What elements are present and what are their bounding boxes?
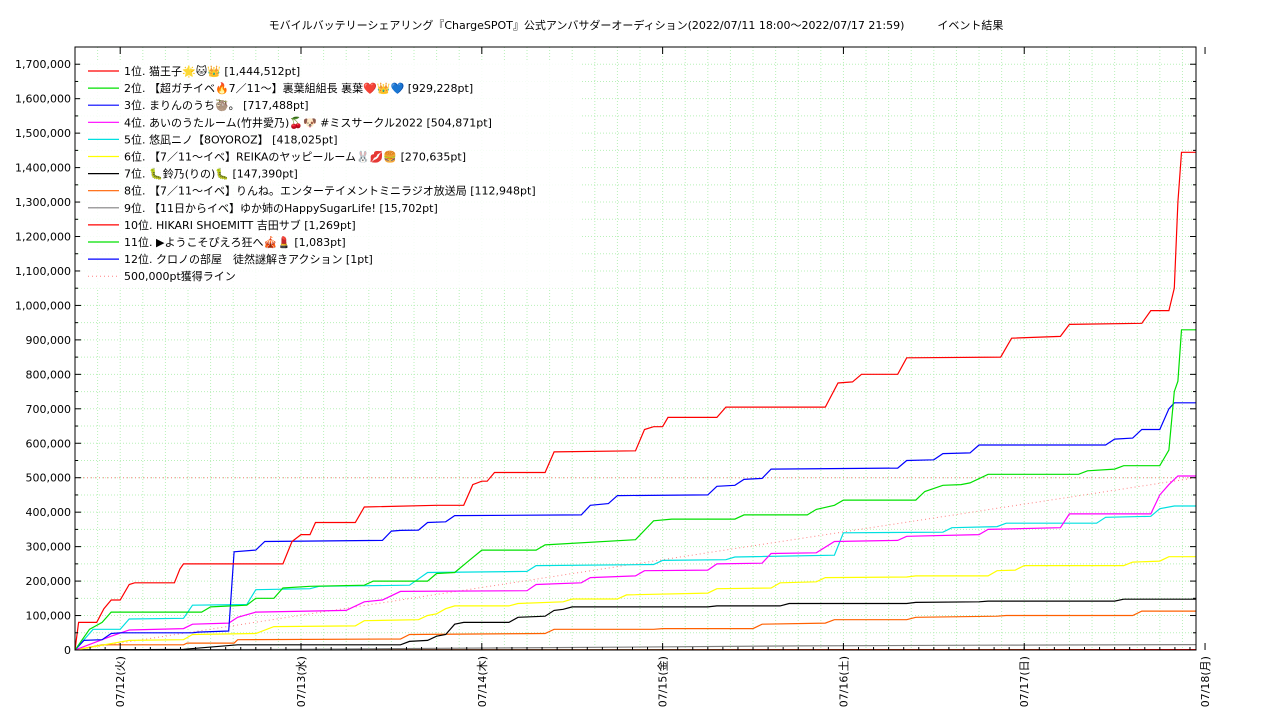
x-tick-label: 07/13(水) bbox=[295, 656, 308, 707]
legend-entry-5: 5位. 悠凪ニノ【8OYOROZ】 [418,025pt] bbox=[124, 132, 338, 146]
y-tick-label: 1,700,000 bbox=[15, 58, 71, 71]
legend-entry-12: 12位. クロノの部屋 徒然謎解きアクション [1pt] bbox=[124, 252, 373, 266]
axis-layer: 0 100,000 200,000 300,000 400,000 500,000 600,… bbox=[15, 47, 1212, 707]
y-tick-label: 300,000 bbox=[26, 541, 72, 554]
y-tick-label: 1,400,000 bbox=[15, 162, 71, 175]
plot-frame bbox=[74, 46, 1197, 651]
y-tick-label: 1,500,000 bbox=[15, 127, 71, 140]
y-tick-label: 200,000 bbox=[26, 575, 72, 588]
x-tick-label: 07/15(金) bbox=[656, 656, 670, 707]
legend-entry-3: 3位. まりんのうち🦥。 [717,488pt] bbox=[124, 98, 309, 112]
x-tick-label: 07/12(火) bbox=[114, 656, 127, 707]
legend-entry-1: 1位. 猫王子🌟🐱👑 [1,444,512pt] bbox=[124, 64, 300, 78]
legend-entry-reference: 500,000pt獲得ライン bbox=[124, 270, 236, 283]
y-tick-label: 600,000 bbox=[26, 437, 72, 450]
x-tick-label: 07/18(月) bbox=[1199, 656, 1212, 707]
legend-entry-11: 11位. ▶ようこそぴえろ狂へ🎪💄 [1,083pt] bbox=[124, 235, 346, 249]
y-tick-label: 800,000 bbox=[26, 368, 72, 381]
series-line-7 bbox=[75, 598, 1196, 650]
series-line-2 bbox=[75, 329, 1196, 650]
y-tick-label: 400,000 bbox=[26, 506, 72, 519]
series-line-4 bbox=[75, 475, 1196, 650]
y-tick-label: 1,000,000 bbox=[15, 299, 71, 312]
legend-background bbox=[80, 60, 580, 289]
series-line-6 bbox=[75, 556, 1196, 650]
legend-entry-9: 9位. 【11日からイベ】ゆか姉のHappySugarLife! [15,702… bbox=[124, 201, 438, 215]
legend: 1位. 猫王子🌟🐱👑 [1,444,512pt] 2位. 【超ガチイベ🔥7／11〜… bbox=[80, 60, 580, 289]
x-tick-label: 07/17(日) bbox=[1018, 656, 1031, 707]
y-tick-label: 1,600,000 bbox=[15, 93, 71, 106]
series-line-1 bbox=[75, 151, 1196, 650]
legend-entry-7: 7位. 🐛鈴乃(りの)🐛 [147,390pt] bbox=[124, 167, 298, 181]
y-tick-label: 500,000 bbox=[26, 472, 72, 485]
reference-line-layer bbox=[75, 477, 1196, 650]
y-tick-label: 1,300,000 bbox=[15, 196, 71, 209]
series-line-3 bbox=[75, 402, 1196, 650]
legend-entry-8: 8位. 【7／11〜イベ】りんね。エンターテイメントミニラジオ放送局 [112,… bbox=[124, 184, 536, 198]
chart-title: モバイルバッテリーシェアリング『ChargeSPOT』公式アンバサダーオーディシ… bbox=[268, 19, 1004, 32]
y-tick-label: 1,200,000 bbox=[15, 231, 71, 244]
y-tick-label: 100,000 bbox=[26, 610, 72, 623]
x-tick-label: 07/14(木) bbox=[476, 656, 489, 707]
x-tick-label: 07/16(土) bbox=[837, 656, 850, 707]
series-line-8 bbox=[75, 610, 1196, 650]
series-line-5 bbox=[75, 505, 1196, 650]
legend-entry-10: 10位. HIKARI SHOEMITT 吉田サブ [1,269pt] bbox=[124, 218, 356, 232]
y-tick-label: 0 bbox=[64, 644, 71, 657]
legend-entry-2: 2位. 【超ガチイベ🔥7／11〜】裏葉組組長 裏葉❤️👑💙 [929,228pt… bbox=[124, 81, 473, 95]
legend-entry-4: 4位. あいのうたルーム(竹井愛乃)🍒🐶 #ミスサークル2022 [504,87… bbox=[124, 115, 492, 129]
y-tick-label: 900,000 bbox=[26, 334, 72, 347]
y-tick-label: 700,000 bbox=[26, 403, 72, 416]
y-tick-label: 1,100,000 bbox=[15, 265, 71, 278]
legend-entry-6: 6位. 【7／11〜イベ】REIKAのヤッピールーム🐰💋🍔 [270,635pt… bbox=[124, 150, 466, 164]
